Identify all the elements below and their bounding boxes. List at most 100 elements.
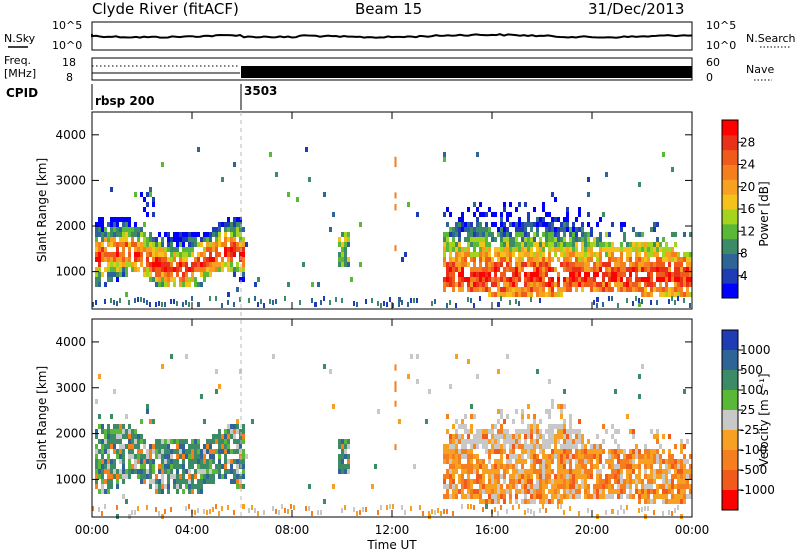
data-cell (554, 252, 557, 257)
data-cell (662, 489, 665, 494)
ground-cell (134, 510, 136, 515)
y-tick-label: 3000 (55, 381, 86, 395)
data-cell (524, 277, 527, 282)
data-cell (596, 479, 599, 484)
data-cell (509, 439, 512, 444)
data-cell (662, 152, 665, 157)
data-cell (131, 444, 134, 449)
data-cell (272, 354, 275, 359)
data-cell (146, 252, 149, 257)
data-cell (569, 434, 572, 439)
ground-cell (272, 506, 274, 511)
ground-cell (527, 508, 529, 513)
data-cell (491, 232, 494, 237)
data-cell (515, 242, 518, 247)
data-cell (230, 464, 233, 469)
data-cell (209, 232, 212, 237)
data-cell (233, 459, 236, 464)
data-cell (446, 262, 449, 267)
data-cell (140, 257, 143, 262)
data-cell (470, 222, 473, 227)
data-cell (551, 489, 554, 494)
data-cell (212, 247, 215, 252)
data-cell (515, 267, 518, 272)
colorbar-cell (722, 470, 738, 491)
data-cell (638, 449, 641, 454)
data-cell (581, 252, 584, 257)
data-cell (527, 292, 530, 297)
data-cell (398, 419, 401, 424)
x-tick-label: 00:00 (75, 523, 110, 537)
data-cell (503, 237, 506, 242)
data-cell (599, 469, 602, 474)
data-cell (449, 212, 452, 217)
data-cell (542, 499, 545, 504)
data-cell (128, 247, 131, 252)
data-cell (491, 429, 494, 434)
data-cell (671, 499, 674, 504)
data-cell (608, 257, 611, 262)
data-cell (656, 449, 659, 454)
data-cell (491, 262, 494, 267)
data-cell (557, 499, 560, 504)
data-cell (218, 444, 221, 449)
data-cell (467, 277, 470, 282)
data-cell (224, 262, 227, 267)
data-cell (110, 262, 113, 267)
data-cell (569, 429, 572, 434)
data-cell (521, 257, 524, 262)
ground-cell (446, 303, 448, 308)
data-cell (473, 282, 476, 287)
data-cell (677, 484, 680, 489)
data-cell (110, 277, 113, 282)
data-cell (509, 449, 512, 454)
data-cell (530, 292, 533, 297)
data-cell (194, 237, 197, 242)
data-cell (203, 257, 206, 262)
data-cell (551, 479, 554, 484)
data-cell (533, 262, 536, 267)
data-cell (518, 232, 521, 237)
data-cell (347, 232, 350, 237)
ground-cell (461, 504, 463, 509)
data-cell (680, 272, 683, 277)
data-cell (572, 469, 575, 474)
data-cell (596, 444, 599, 449)
data-cell (683, 444, 686, 449)
data-cell (137, 227, 140, 232)
data-cell (323, 192, 326, 197)
data-cell (623, 449, 626, 454)
ground-cell (413, 298, 415, 303)
data-cell (188, 489, 191, 494)
data-cell (539, 479, 542, 484)
data-cell (566, 459, 569, 464)
ground-cell (164, 509, 166, 514)
data-cell (509, 242, 512, 247)
data-cell (455, 484, 458, 489)
data-cell (170, 252, 173, 257)
data-cell (485, 439, 488, 444)
data-cell (599, 449, 602, 454)
data-cell (209, 469, 212, 474)
data-cell (452, 434, 455, 439)
data-cell (491, 494, 494, 499)
data-cell (224, 237, 227, 242)
data-cell (152, 257, 155, 262)
data-cell (536, 252, 539, 257)
data-cell (131, 237, 134, 242)
data-cell (131, 469, 134, 474)
data-cell (575, 272, 578, 277)
data-cell (608, 287, 611, 292)
data-cell (107, 272, 110, 277)
ground-cell (626, 505, 628, 510)
data-cell (491, 292, 494, 297)
data-cell (95, 237, 98, 242)
data-cell (443, 257, 446, 262)
data-cell (116, 429, 119, 434)
data-cell (617, 449, 620, 454)
beam-title: Beam 15 (355, 0, 422, 18)
data-cell (470, 469, 473, 474)
data-cell (623, 262, 626, 267)
data-cell (137, 242, 140, 247)
data-cell (344, 449, 347, 454)
